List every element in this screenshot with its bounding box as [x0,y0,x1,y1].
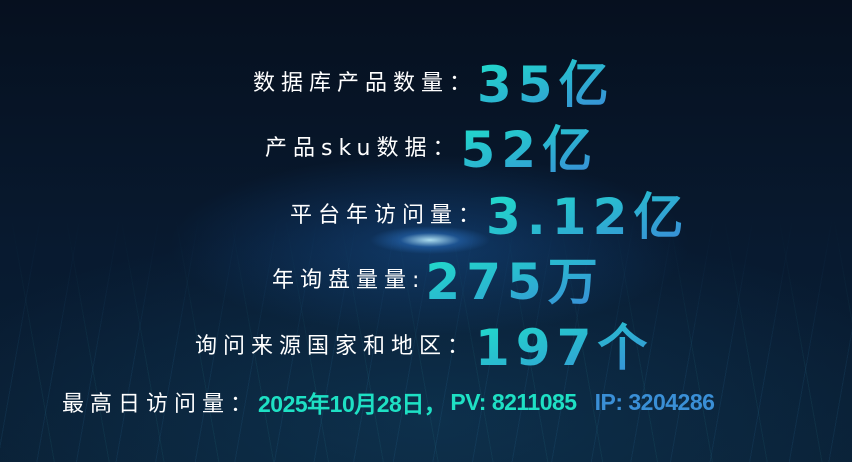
stat-label: 年询盘量量: [272,268,426,293]
stat-label: 数据库产品数量： [253,71,478,96]
peak-pv: PV: 8211085 [450,388,577,415]
stat-label: 询问来源国家和地区： [195,334,476,359]
stat-row-annual-visits: 平台年访问量： 3.12亿 [290,177,689,249]
stat-value: 275万 [425,242,603,314]
stat-value: 197个 [475,308,653,380]
stat-row-inquiries: 年询盘量量: 275万 [272,242,604,314]
peak-ip: IP: 3204286 [594,388,715,415]
stat-value: 35亿 [477,45,615,117]
stat-row-countries: 询问来源国家和地区： 197个 [195,308,653,380]
peak-date: 2025年10月28日， [258,391,447,417]
peak-label: 最高日访问量： [62,392,259,417]
stat-label: 产品sku数据： [265,136,461,161]
stat-row-sku: 产品sku数据： 52亿 [265,110,598,182]
stat-value: 52亿 [460,110,598,182]
stat-value: 3.12亿 [486,177,689,249]
peak-visits-row: 最高日访问量： 2025年10月28日， PV: 8211085 IP: 320… [62,385,715,419]
stat-row-products: 数据库产品数量： 35亿 [253,45,615,117]
stat-label: 平台年访问量： [290,203,487,228]
